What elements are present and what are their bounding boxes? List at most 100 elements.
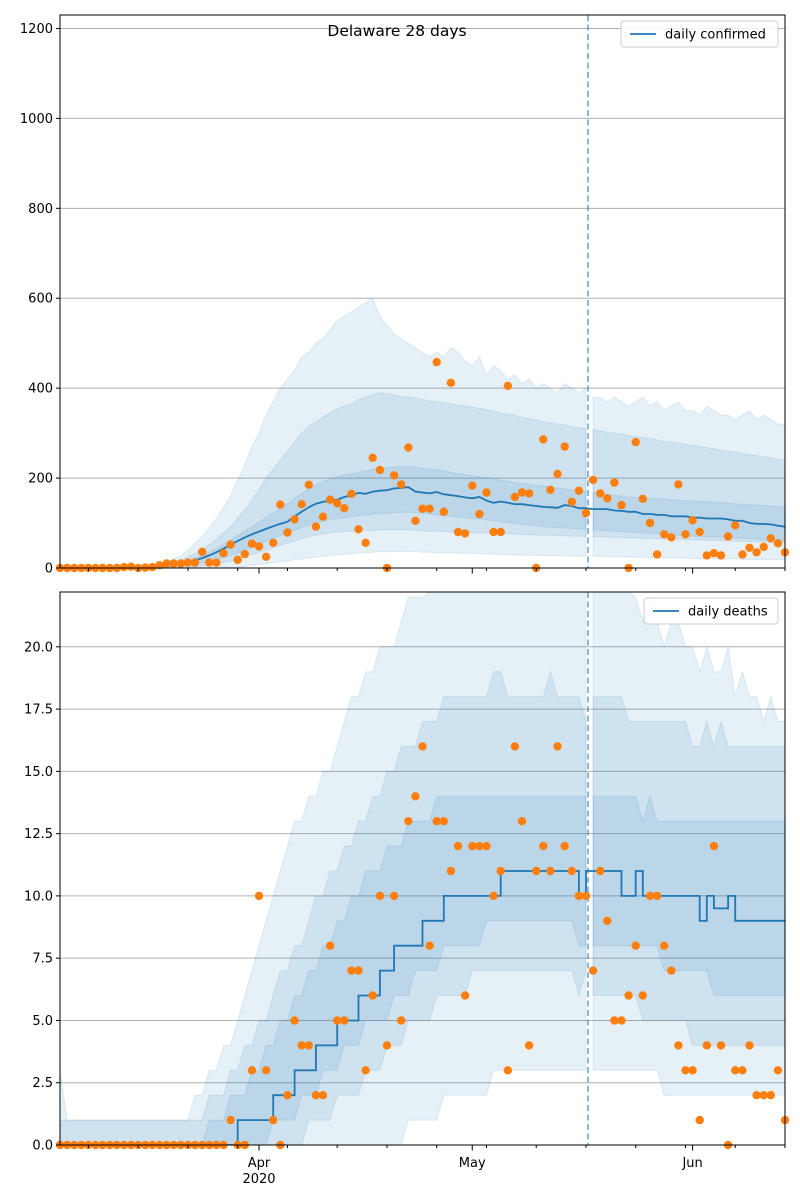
data-point bbox=[453, 527, 463, 537]
data-point bbox=[240, 549, 249, 559]
y-tick-label: 800 bbox=[28, 202, 53, 217]
data-point bbox=[311, 522, 321, 531]
data-point bbox=[226, 540, 235, 549]
y-tick-label: 10.0 bbox=[24, 889, 53, 904]
y-tick-label: 200 bbox=[28, 472, 53, 487]
data-point bbox=[567, 497, 576, 507]
data-point bbox=[361, 1066, 370, 1075]
x-axis bbox=[87, 568, 786, 574]
data-point bbox=[546, 866, 555, 876]
data-point bbox=[247, 539, 257, 548]
data-point bbox=[439, 817, 448, 826]
legend: daily confirmed bbox=[620, 20, 779, 48]
data-point bbox=[610, 1016, 619, 1025]
data-point bbox=[212, 558, 221, 567]
confirmed-panel: 0 200 400 600 800 1000 1200 Delaware 28 days dai… bbox=[20, 14, 790, 577]
data-point bbox=[304, 480, 313, 489]
data-point bbox=[773, 1066, 783, 1075]
legend-box bbox=[643, 597, 779, 625]
data-point bbox=[596, 489, 605, 498]
data-point bbox=[731, 521, 740, 530]
data-point bbox=[219, 549, 228, 558]
data-point bbox=[546, 485, 555, 494]
data-point bbox=[574, 891, 584, 901]
y-tick-label: 12.5 bbox=[24, 827, 53, 842]
data-point bbox=[667, 533, 676, 542]
data-point bbox=[432, 357, 441, 367]
data-point bbox=[297, 500, 306, 509]
data-point bbox=[702, 551, 711, 560]
data-point bbox=[681, 1066, 690, 1075]
data-point bbox=[148, 562, 157, 572]
data-point bbox=[631, 437, 640, 447]
data-point bbox=[453, 841, 463, 851]
y-tick-label: 0.0 bbox=[32, 1139, 53, 1154]
data-point bbox=[368, 453, 377, 462]
data-point bbox=[688, 1066, 697, 1075]
data-point bbox=[489, 891, 498, 901]
data-point bbox=[432, 817, 441, 826]
data-point bbox=[709, 841, 719, 851]
data-point bbox=[560, 442, 569, 451]
legend-label: daily deaths bbox=[688, 605, 768, 620]
x-tick-label: May bbox=[459, 1156, 486, 1171]
y-tick-label: 15.0 bbox=[24, 765, 53, 780]
data-point bbox=[581, 891, 591, 901]
band-80-area bbox=[60, 669, 587, 1145]
data-point bbox=[560, 841, 569, 851]
data-point bbox=[446, 866, 456, 876]
data-point bbox=[325, 941, 335, 950]
data-point bbox=[532, 866, 541, 876]
data-point bbox=[283, 528, 292, 537]
data-point bbox=[681, 530, 690, 539]
data-point bbox=[269, 538, 278, 547]
data-point bbox=[375, 891, 385, 901]
data-point bbox=[155, 561, 164, 570]
data-point bbox=[205, 558, 214, 567]
data-point bbox=[290, 1016, 299, 1025]
data-point bbox=[361, 538, 370, 547]
axes-frame bbox=[59, 591, 786, 1146]
data-point bbox=[198, 547, 207, 556]
data-point bbox=[645, 891, 655, 901]
data-point bbox=[496, 866, 505, 876]
legend-label: daily confirmed bbox=[665, 28, 766, 43]
data-point bbox=[439, 507, 448, 516]
y-tick-label: 17.5 bbox=[24, 703, 53, 718]
observed-points bbox=[55, 357, 790, 573]
data-point bbox=[325, 495, 335, 504]
y-tick-label: 5.0 bbox=[32, 1014, 53, 1029]
data-point bbox=[347, 489, 356, 498]
data-point bbox=[276, 500, 285, 509]
data-point bbox=[347, 966, 356, 975]
data-point bbox=[603, 494, 612, 503]
data-point bbox=[254, 542, 264, 551]
data-point bbox=[731, 1066, 740, 1075]
data-point bbox=[652, 891, 662, 901]
data-point bbox=[517, 817, 527, 826]
chart-title: Delaware 28 days bbox=[327, 22, 466, 40]
observed-points bbox=[55, 742, 790, 1150]
data-point bbox=[404, 443, 413, 452]
data-point bbox=[588, 966, 598, 975]
band-95-area bbox=[60, 297, 587, 568]
band-80-area bbox=[592, 696, 785, 1046]
data-point bbox=[340, 504, 349, 513]
data-point bbox=[674, 480, 683, 489]
data-point bbox=[752, 1091, 761, 1100]
data-point bbox=[510, 492, 520, 502]
data-point bbox=[745, 543, 754, 552]
data-point bbox=[404, 817, 413, 826]
data-point bbox=[766, 1091, 775, 1100]
data-point bbox=[290, 515, 299, 524]
data-point bbox=[503, 381, 512, 391]
data-point bbox=[460, 529, 470, 538]
x-tick-label: Jun bbox=[681, 1156, 702, 1171]
data-point bbox=[382, 1041, 392, 1050]
data-point bbox=[460, 991, 470, 1000]
x-tick-label: Apr bbox=[248, 1156, 271, 1171]
y-axis: 0 200 400 600 800 1000 1200 bbox=[20, 22, 60, 577]
axes-frame bbox=[59, 14, 786, 569]
data-point bbox=[738, 1066, 747, 1075]
